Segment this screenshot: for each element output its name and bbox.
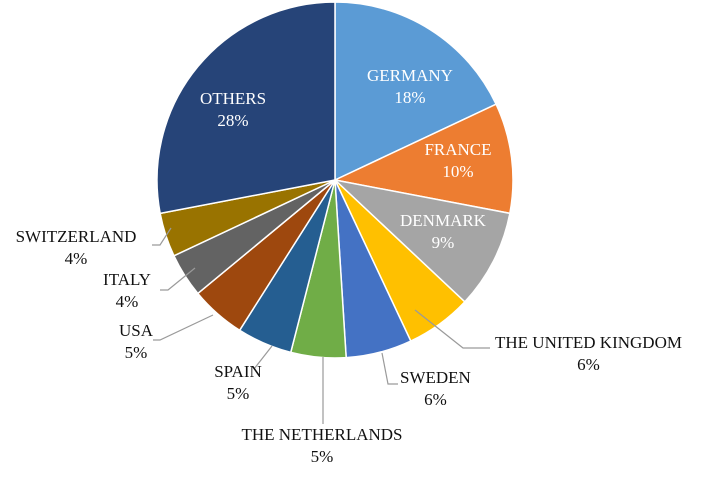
percent-label: 28% [217,111,248,130]
category-label: ITALY [103,270,151,289]
label-germany: GERMANY 18% [367,66,453,107]
pie-slices [156,1,514,359]
leader-the-united-kingdom [414,309,490,349]
category-label: FRANCE [424,140,491,159]
label-france: FRANCE 10% [424,140,491,181]
label-others: OTHERS 28% [200,89,266,130]
leader-lines [152,227,490,424]
label-italy: ITALY 4% [103,270,151,311]
slice-denmark [332,178,511,303]
label-sweden: SWEDEN 6% [400,368,471,409]
category-label: GERMANY [367,66,453,85]
category-label: THE UNITED KINGDOM [495,333,682,352]
percent-label: 5% [125,343,148,362]
label-switzerland: SWITZERLAND 4% [16,227,137,268]
category-label: SWEDEN [400,368,471,387]
category-label: SWITZERLAND [16,227,137,246]
leader-sweden [381,352,398,385]
percent-label: 10% [442,162,473,181]
percent-label: 5% [227,384,250,403]
category-label: THE NETHERLANDS [241,425,402,444]
label-the-united-kingdom: THE UNITED KINGDOM 6% [495,333,682,374]
category-label: OTHERS [200,89,266,108]
slice-others [156,1,336,215]
percent-label: 18% [394,88,425,107]
category-label: SPAIN [214,362,262,381]
leader-spain [253,345,273,370]
leader-switzerland [152,227,172,246]
slice-france [332,103,514,215]
label-usa: USA 5% [119,321,154,362]
category-label: USA [119,321,154,340]
label-spain: SPAIN 5% [214,362,262,403]
label-the-netherlands: THE NETHERLANDS 5% [241,425,402,466]
percent-label: 4% [65,249,88,268]
percent-label: 6% [577,355,600,374]
leader-italy [160,267,196,291]
category-label: DENMARK [400,211,487,230]
percent-label: 6% [424,390,447,409]
leader-usa [153,314,214,341]
percent-label: 5% [311,447,334,466]
label-denmark: DENMARK 9% [400,211,487,252]
slice-germany [334,1,498,182]
percent-label: 9% [432,233,455,252]
slice-labels: GERMANY 18% FRANCE 10% DENMARK 9% THE UNITED K… [16,66,682,466]
percent-label: 4% [116,292,139,311]
